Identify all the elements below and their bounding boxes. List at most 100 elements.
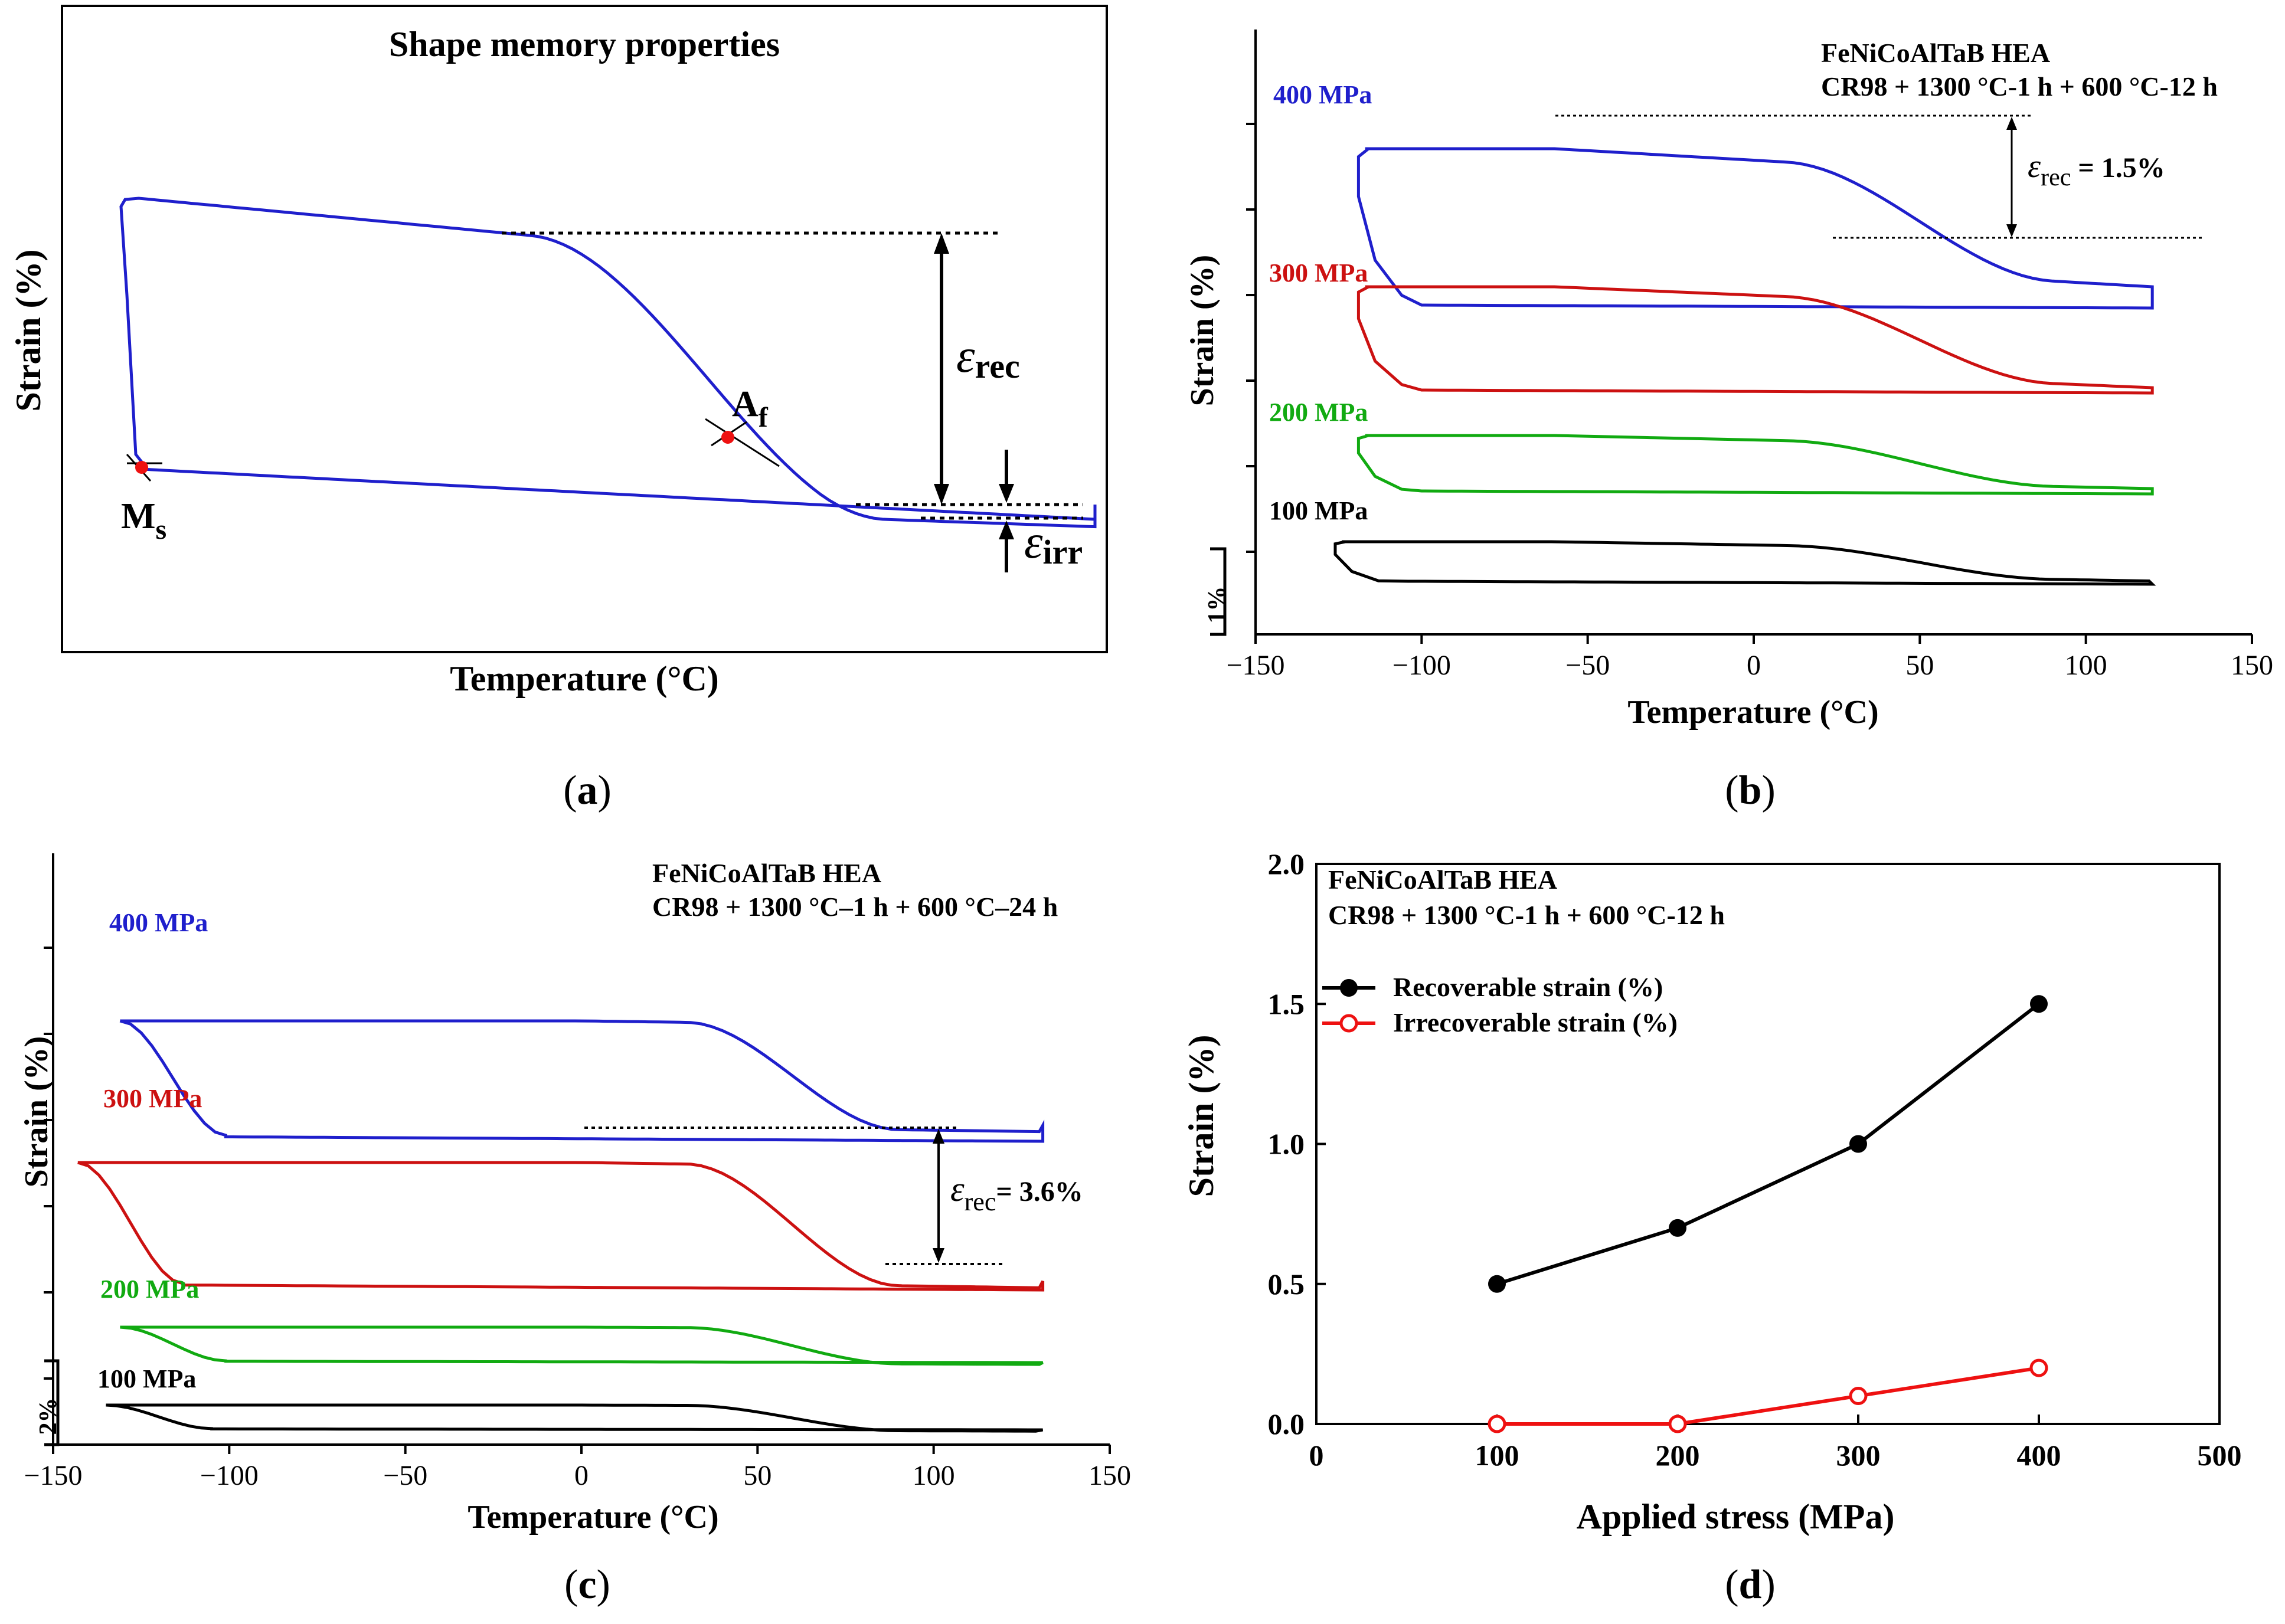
annotation-group: Ms Af εrec εirr [121,330,1083,571]
panel-c-plot: FeNiCoAlTaB HEA CR98 + 1300 °C–1 h + 600… [18,853,1131,1535]
chart-title: FeNiCoAlTaB HEA [1328,865,1557,895]
series-300-mpa [1356,285,2154,395]
series-100-mpa [1333,540,2156,586]
x-tick-label: −50 [383,1460,427,1491]
rec-arrow-head-up [933,1129,944,1144]
series-100-mpa [106,1403,1044,1433]
x-tick-label: 50 [1905,650,1934,681]
eps-rec-annotation: εrec = 1.5% [2028,148,2165,191]
eps-irr-label: εirr [1024,516,1083,571]
x-tick-label: 500 [2198,1439,2242,1472]
series-label: 400 MPa [1273,80,1372,109]
rec-arrow-head-down [934,484,949,505]
plot-frame [61,5,1108,653]
panel-d-plot: FeNiCoAlTaB HEA CR98 + 1300 °C-1 h + 600… [1182,847,2242,1536]
y-tick-label: 0.5 [1268,1268,1305,1301]
x-tick-label: −150 [1226,650,1284,681]
caption-b: (b) [1725,768,1776,813]
series-400-mpa [119,1019,1045,1143]
series-label: 200 MPa [1269,398,1368,427]
series-label: 300 MPa [1269,258,1368,287]
caption-c: (c) [564,1562,610,1607]
x-tick-label: 300 [1836,1439,1881,1472]
scale-bar [1210,547,1227,636]
series-line-recoverable [1496,1002,2040,1286]
chart-title: Shape memory properties [389,25,780,64]
data-point [1488,1415,1506,1433]
scale-bar-label: 1% [1204,587,1231,624]
series-200-mpa [120,1325,1044,1366]
x-tick-label: 0 [1747,650,1761,681]
x-axis-label: Temperature (°C) [1627,694,1878,731]
eps-rec-label: εrec [956,330,1020,385]
series-200-mpa [1356,434,2154,496]
schematic-curve-group [119,197,1097,572]
legend-marker [1340,979,1358,997]
legend-label: Recoverable strain (%) [1393,972,1663,1002]
rec-arrow-head-down [933,1248,944,1263]
irr-arrow-head-down [999,484,1014,503]
x-axis-label: Temperature (°C) [450,659,719,698]
x-tick-label: 400 [2017,1439,2061,1472]
data-point [1488,1275,1506,1293]
legend: Recoverable strain (%) Irrecoverable stra… [1322,972,1678,1037]
eps-rec-annotation: εrec= 3.6% [950,1170,1083,1216]
chart-subtitle: CR98 + 1300 °C-1 h + 600 °C-12 h [1821,71,2218,102]
x-tick-label: 150 [1088,1460,1131,1491]
panel-d: FeNiCoAlTaB HEA CR98 + 1300 °C-1 h + 600… [1142,812,2285,1624]
schematic-strain-loop [119,197,1097,529]
caption-a: (a) [563,768,612,813]
rec-arrow-head-down [2006,224,2017,237]
caption-d: (d) [1725,1562,1776,1607]
x-tick-label: −150 [24,1460,82,1491]
series-label: 100 MPa [97,1364,196,1393]
y-axis-label: Strain (%) [1184,255,1221,407]
series-group [1488,995,2048,1433]
panel-a: Shape memory properties Temperature (°C)… [0,0,1142,813]
panel-c: FeNiCoAlTaB HEA CR98 + 1300 °C–1 h + 600… [0,812,1142,1624]
x-tick-label: 200 [1656,1439,1700,1472]
x-axis-label: Temperature (°C) [468,1499,718,1535]
data-point [2029,1358,2048,1377]
y-tick-label: 0.0 [1268,1407,1305,1440]
x-tick-label: 50 [743,1460,772,1491]
series-label: 200 MPa [100,1275,199,1304]
panel-b: FeNiCoAlTaB HEA CR98 + 1300 °C-1 h + 600… [1142,0,2285,813]
y-tick-label: 1.0 [1268,1128,1305,1161]
panel-a-plot: Shape memory properties Temperature (°C)… [9,5,1108,698]
scale-bar-label: 2% [35,1398,62,1435]
axes-group: −150 −100 −50 0 50 100 150 [24,853,1131,1491]
data-point [1669,1219,1686,1237]
x-tick-label: −100 [200,1460,259,1491]
curve-group: 400 MPa 300 MPa 200 MPa 100 MPa [1269,80,2205,586]
axes-group: 0 100 200 300 400 500 0.0 0.5 1.0 1.5 2.0 [1268,847,2242,1472]
data-point [2030,995,2048,1013]
y-axis-label: Strain (%) [1182,1035,1221,1197]
ms-label: Ms [121,496,166,545]
y-axis-label: Strain (%) [9,250,48,412]
x-tick-label: 0 [574,1460,589,1491]
curve-group: 400 MPa 300 MPa 200 MPa 100 MPa [77,908,1045,1433]
x-tick-label: 100 [2065,650,2107,681]
irr-arrow-head-up [999,520,1014,539]
data-point [1849,1387,1868,1406]
legend-label: Irrecoverable strain (%) [1393,1007,1678,1037]
x-tick-label: 100 [1475,1439,1519,1472]
x-tick-label: −100 [1392,650,1451,681]
data-point [1849,1135,1867,1153]
af-point [721,431,734,444]
chart-subtitle: CR98 + 1300 °C–1 h + 600 °C–24 h [652,892,1058,922]
chart-title: FeNiCoAlTaB HEA [1821,38,2050,68]
y-axis-label: Strain (%) [18,1036,55,1188]
x-tick-label: 100 [913,1460,955,1491]
rec-arrow-head-up [2006,117,2017,130]
chart-subtitle: CR98 + 1300 °C-1 h + 600 °C-12 h [1328,900,1725,930]
legend-marker [1339,1014,1358,1033]
x-tick-label: 150 [2231,650,2273,681]
series-label: 100 MPa [1269,496,1368,525]
x-axis-label: Applied stress (MPa) [1577,1497,1895,1536]
axes-group: −150 −100 −50 0 50 100 150 [1210,30,2273,681]
af-tangent-1 [705,418,780,467]
y-tick-label: 2.0 [1268,847,1305,880]
chart-title: FeNiCoAlTaB HEA [652,858,881,888]
